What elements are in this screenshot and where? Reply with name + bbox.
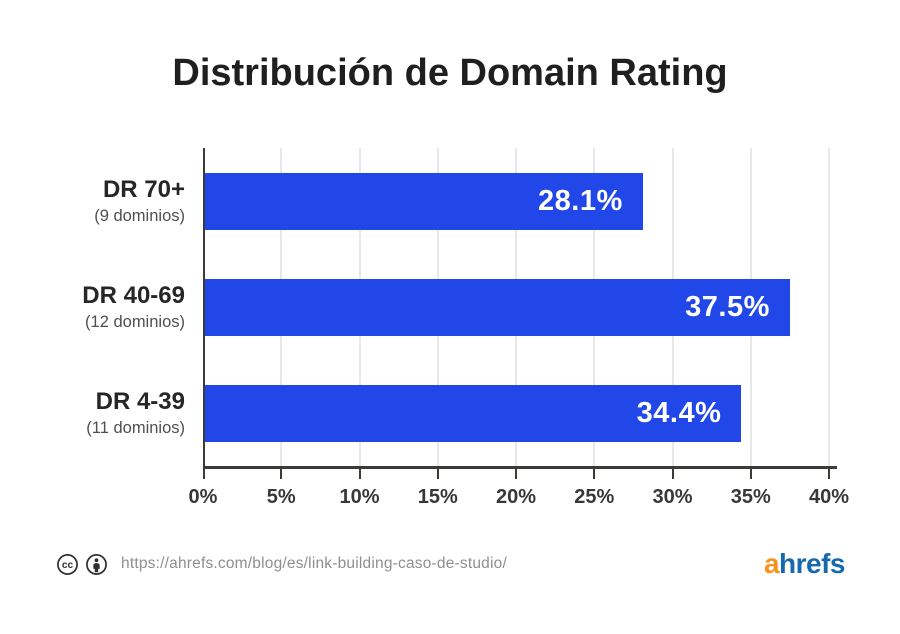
footer: cc https://ahrefs.com/blog/es/link-build… — [56, 550, 845, 578]
axis-tick — [436, 469, 439, 479]
bar-row: 37.5% — [203, 254, 829, 360]
category-name: DR 40-69 — [82, 282, 185, 310]
axis-tick — [515, 469, 517, 479]
bar-row: 34.4% — [203, 360, 829, 466]
axis-tick — [280, 469, 283, 479]
cc-icon: cc — [57, 553, 78, 575]
axis-tick — [358, 469, 361, 479]
y-axis-labels: DR 70+ (9 dominios) DR 40-69 (12 dominios) D… — [0, 148, 203, 466]
axis-tick — [593, 469, 596, 479]
bar: 28.1% — [203, 172, 643, 230]
axis-tick — [749, 469, 752, 479]
category-label: DR 40-69 (12 dominios) — [0, 254, 203, 360]
y-axis-line — [203, 148, 205, 466]
bar: 34.4% — [203, 384, 742, 442]
bar-value-label: 37.5% — [685, 290, 770, 323]
axis-tick-label: 30% — [652, 486, 693, 508]
bar-chart: DR 70+ (9 dominios) DR 40-69 (12 dominios) D… — [0, 148, 830, 466]
axis-tick-label: 0% — [188, 486, 218, 508]
category-note: (11 dominios) — [86, 418, 185, 437]
cc-by-icon — [86, 553, 107, 575]
bar-value-label: 34.4% — [636, 396, 722, 429]
chart-title: Distribución de Domain Rating — [172, 52, 728, 94]
bar-row: 28.1% — [203, 148, 829, 254]
axis-tick-label: 20% — [495, 486, 537, 508]
source-url: https://ahrefs.com/blog/es/link-building… — [121, 555, 507, 572]
svg-text:cc: cc — [62, 559, 74, 570]
axis-tick-label: 40% — [808, 486, 850, 508]
axis-tick — [828, 469, 830, 479]
x-axis: 0% 5% 10% 15% 20% 25% 30% 35% 40% — [189, 466, 853, 526]
ahrefs-logo-hrefs: hrefs — [779, 548, 845, 579]
bar: 37.5% — [203, 278, 790, 336]
axis-tick-label: 25% — [574, 486, 615, 508]
ahrefs-logo-a: a — [763, 548, 780, 579]
bar-value-label: 28.1% — [538, 184, 623, 217]
x-axis-line — [203, 466, 837, 469]
axis-tick-label: 10% — [339, 486, 380, 508]
axis-tick — [671, 469, 674, 479]
category-note: (12 dominios) — [85, 312, 185, 331]
axis-tick-label: 35% — [730, 486, 771, 508]
ahrefs-logo: ahrefs — [763, 548, 846, 579]
gridline — [828, 148, 830, 466]
category-label: DR 4-39 (11 dominios) — [0, 360, 203, 466]
plot-area: 28.1% 37.5% 34.4% — [203, 148, 830, 466]
category-label: DR 70+ (9 dominios) — [0, 148, 203, 254]
license-icons: cc — [56, 553, 108, 576]
category-note: (9 dominios) — [94, 206, 185, 225]
axis-tick-label: 15% — [417, 486, 458, 508]
category-name: DR 70+ — [102, 176, 185, 204]
category-name: DR 4-39 — [95, 388, 185, 416]
axis-tick — [203, 469, 205, 479]
axis-tick-label: 5% — [266, 486, 296, 508]
